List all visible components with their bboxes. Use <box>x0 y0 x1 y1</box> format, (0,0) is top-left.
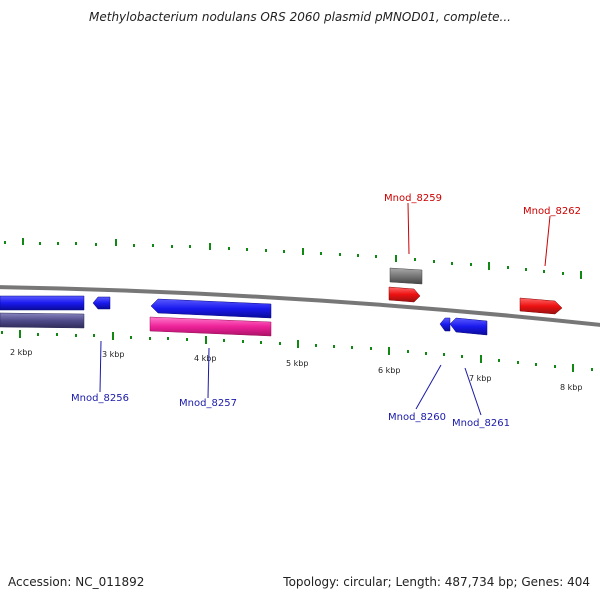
gene-arrow-mnod-8260[interactable] <box>439 317 451 332</box>
gene-label-mnod-8257[interactable]: Mnod_8257 <box>179 398 237 409</box>
gene-block-slate[interactable] <box>0 312 85 329</box>
gene-block-mnod-8259-gray[interactable] <box>389 267 423 285</box>
topology-summary-text: Topology: circular; Length: 487,734 bp; … <box>283 575 590 589</box>
ruler-label-3kbp: 3 kbp <box>102 350 124 359</box>
gene-label-mnod-8260[interactable]: Mnod_8260 <box>388 412 446 423</box>
gene-arrow-reverse[interactable] <box>0 295 85 311</box>
gene-arrow-mnod-8256[interactable] <box>92 296 111 310</box>
leader-line-mnod-8257 <box>207 347 210 399</box>
accession-text: Accession: NC_011892 <box>8 575 145 589</box>
ruler-label-4kbp: 4 kbp <box>194 354 216 363</box>
gene-label-mnod-8259[interactable]: Mnod_8259 <box>384 193 442 204</box>
ruler-label-5kbp: 5 kbp <box>286 359 308 368</box>
inner-tick-row <box>1 330 593 372</box>
gene-label-mnod-8262[interactable]: Mnod_8262 <box>523 206 581 217</box>
gene-label-mnod-8261[interactable]: Mnod_8261 <box>452 418 510 429</box>
ruler-label-7kbp: 7 kbp <box>469 374 491 383</box>
leader-line-mnod-8260 <box>415 364 442 410</box>
gene-arrow-mnod-8261[interactable] <box>449 317 488 336</box>
gene-block-mnod-8257[interactable] <box>149 316 272 337</box>
ruler-label-6kbp: 6 kbp <box>378 366 400 375</box>
backbone-arc <box>0 285 600 327</box>
leader-line-mnod-8259 <box>407 202 410 255</box>
outer-tick-row <box>4 238 582 279</box>
leader-line-mnod-8256 <box>99 340 102 393</box>
ruler-label-8kbp: 8 kbp <box>560 383 582 392</box>
ruler-label-2kbp: 2 kbp <box>10 348 32 357</box>
gene-arrow-reverse[interactable] <box>150 298 272 319</box>
leader-line-mnod-8261 <box>464 367 482 416</box>
gene-label-mnod-8256[interactable]: Mnod_8256 <box>71 393 129 404</box>
gene-arrow-mnod-8262[interactable] <box>519 297 563 315</box>
map-title: Methylobacterium nodulans ORS 2060 plasm… <box>89 10 511 24</box>
leader-line-mnod-8262 <box>544 215 551 267</box>
gene-arrow-mnod-8259[interactable] <box>388 286 421 303</box>
